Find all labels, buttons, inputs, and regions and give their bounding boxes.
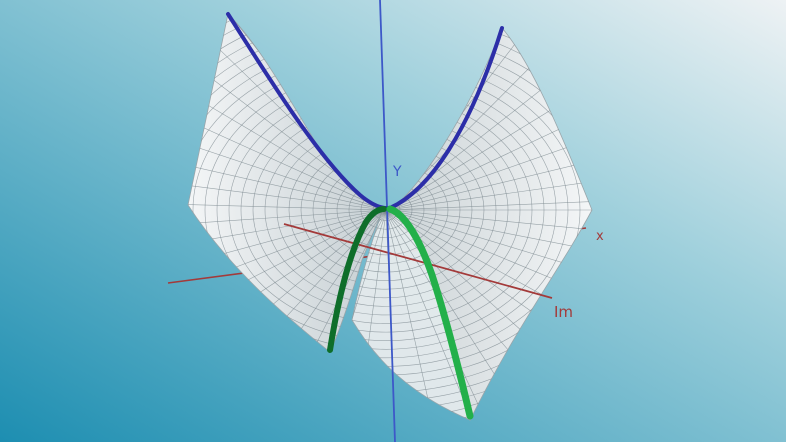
- mesh-ring: [252, 106, 383, 314]
- mesh-radial: [188, 14, 383, 211]
- mesh-radial: [390, 152, 592, 211]
- mesh-ring: [216, 78, 383, 342]
- mesh-ring: [352, 209, 470, 307]
- green-curve-right: [386, 205, 474, 420]
- mesh-radial: [188, 118, 383, 211]
- mesh-radial: [390, 28, 592, 211]
- mesh-ring: [240, 97, 383, 323]
- y-axis-line: [379, 0, 396, 442]
- mesh-ring: [288, 134, 383, 286]
- mesh-radial: [227, 209, 383, 352]
- mesh-ring: [352, 209, 470, 324]
- mesh-ring: [312, 153, 383, 267]
- mesh-ring: [336, 172, 383, 248]
- mesh-ring: [228, 88, 383, 332]
- mesh-radial: [390, 209, 592, 251]
- mesh-ring: [276, 125, 383, 295]
- mesh-radial: [188, 209, 383, 240]
- mesh-ring: [300, 144, 383, 276]
- y-axis-label: Y: [392, 164, 402, 180]
- mesh-ring: [352, 209, 470, 299]
- surface-left-lobe: [187, 13, 384, 353]
- mesh-ring: [352, 209, 470, 333]
- im-axis-label: Im: [554, 303, 573, 321]
- mesh-ring: [348, 181, 383, 239]
- mesh-ring: [352, 209, 470, 290]
- green-curve-left: [327, 206, 387, 353]
- mesh-ring: [352, 209, 470, 341]
- mesh-ring: [352, 209, 470, 359]
- mesh-radial: [188, 209, 383, 279]
- mesh-radial: [188, 198, 383, 211]
- mesh-ring: [324, 162, 383, 258]
- mesh-radial: [390, 28, 592, 211]
- mesh-radial: [385, 211, 460, 420]
- mesh-ring: [352, 209, 470, 281]
- mesh-ring: [360, 190, 383, 230]
- mesh-ring: [352, 209, 470, 316]
- blue-curve: [226, 12, 504, 211]
- mesh-radial: [188, 14, 383, 211]
- mesh-ring: [352, 209, 470, 350]
- mesh-radial: [188, 209, 383, 318]
- mesh-radial: [390, 192, 592, 211]
- x-axis-label: x: [596, 229, 604, 244]
- mesh-radial: [352, 211, 387, 420]
- mesh-radial: [385, 211, 470, 420]
- im-axis-line: [283, 223, 553, 299]
- mesh-ring: [192, 59, 383, 352]
- mesh-ring: [204, 69, 383, 351]
- mesh-ring: [264, 116, 383, 304]
- mesh-radial: [188, 158, 383, 211]
